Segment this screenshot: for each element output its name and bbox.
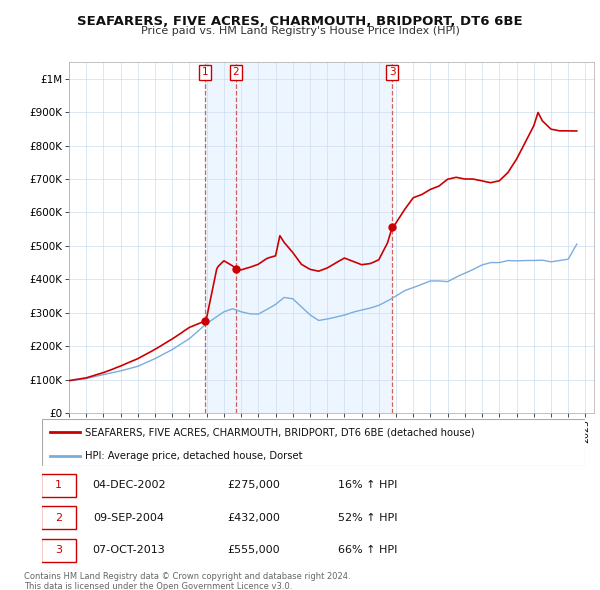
Text: 04-DEC-2002: 04-DEC-2002 <box>92 480 166 490</box>
Text: £432,000: £432,000 <box>227 513 280 523</box>
FancyBboxPatch shape <box>41 506 76 529</box>
FancyBboxPatch shape <box>42 419 585 466</box>
Text: £275,000: £275,000 <box>227 480 280 490</box>
Text: £555,000: £555,000 <box>227 545 280 555</box>
Text: 1: 1 <box>55 480 62 490</box>
Text: HPI: Average price, detached house, Dorset: HPI: Average price, detached house, Dors… <box>85 451 303 461</box>
FancyBboxPatch shape <box>41 539 76 562</box>
Text: 3: 3 <box>389 67 395 77</box>
Text: 16% ↑ HPI: 16% ↑ HPI <box>338 480 397 490</box>
FancyBboxPatch shape <box>41 474 76 497</box>
Text: This data is licensed under the Open Government Licence v3.0.: This data is licensed under the Open Gov… <box>24 582 292 590</box>
Text: 52% ↑ HPI: 52% ↑ HPI <box>338 513 398 523</box>
Text: SEAFARERS, FIVE ACRES, CHARMOUTH, BRIDPORT, DT6 6BE: SEAFARERS, FIVE ACRES, CHARMOUTH, BRIDPO… <box>77 15 523 28</box>
Text: 07-OCT-2013: 07-OCT-2013 <box>92 545 165 555</box>
Text: SEAFARERS, FIVE ACRES, CHARMOUTH, BRIDPORT, DT6 6BE (detached house): SEAFARERS, FIVE ACRES, CHARMOUTH, BRIDPO… <box>85 427 475 437</box>
Text: 09-SEP-2004: 09-SEP-2004 <box>94 513 164 523</box>
Text: 3: 3 <box>55 545 62 555</box>
Text: Price paid vs. HM Land Registry's House Price Index (HPI): Price paid vs. HM Land Registry's House … <box>140 26 460 36</box>
Text: 66% ↑ HPI: 66% ↑ HPI <box>338 545 397 555</box>
Text: 2: 2 <box>232 67 239 77</box>
Bar <box>205 62 392 413</box>
Text: 2: 2 <box>55 513 62 523</box>
Text: Contains HM Land Registry data © Crown copyright and database right 2024.: Contains HM Land Registry data © Crown c… <box>24 572 350 581</box>
Text: 1: 1 <box>202 67 209 77</box>
